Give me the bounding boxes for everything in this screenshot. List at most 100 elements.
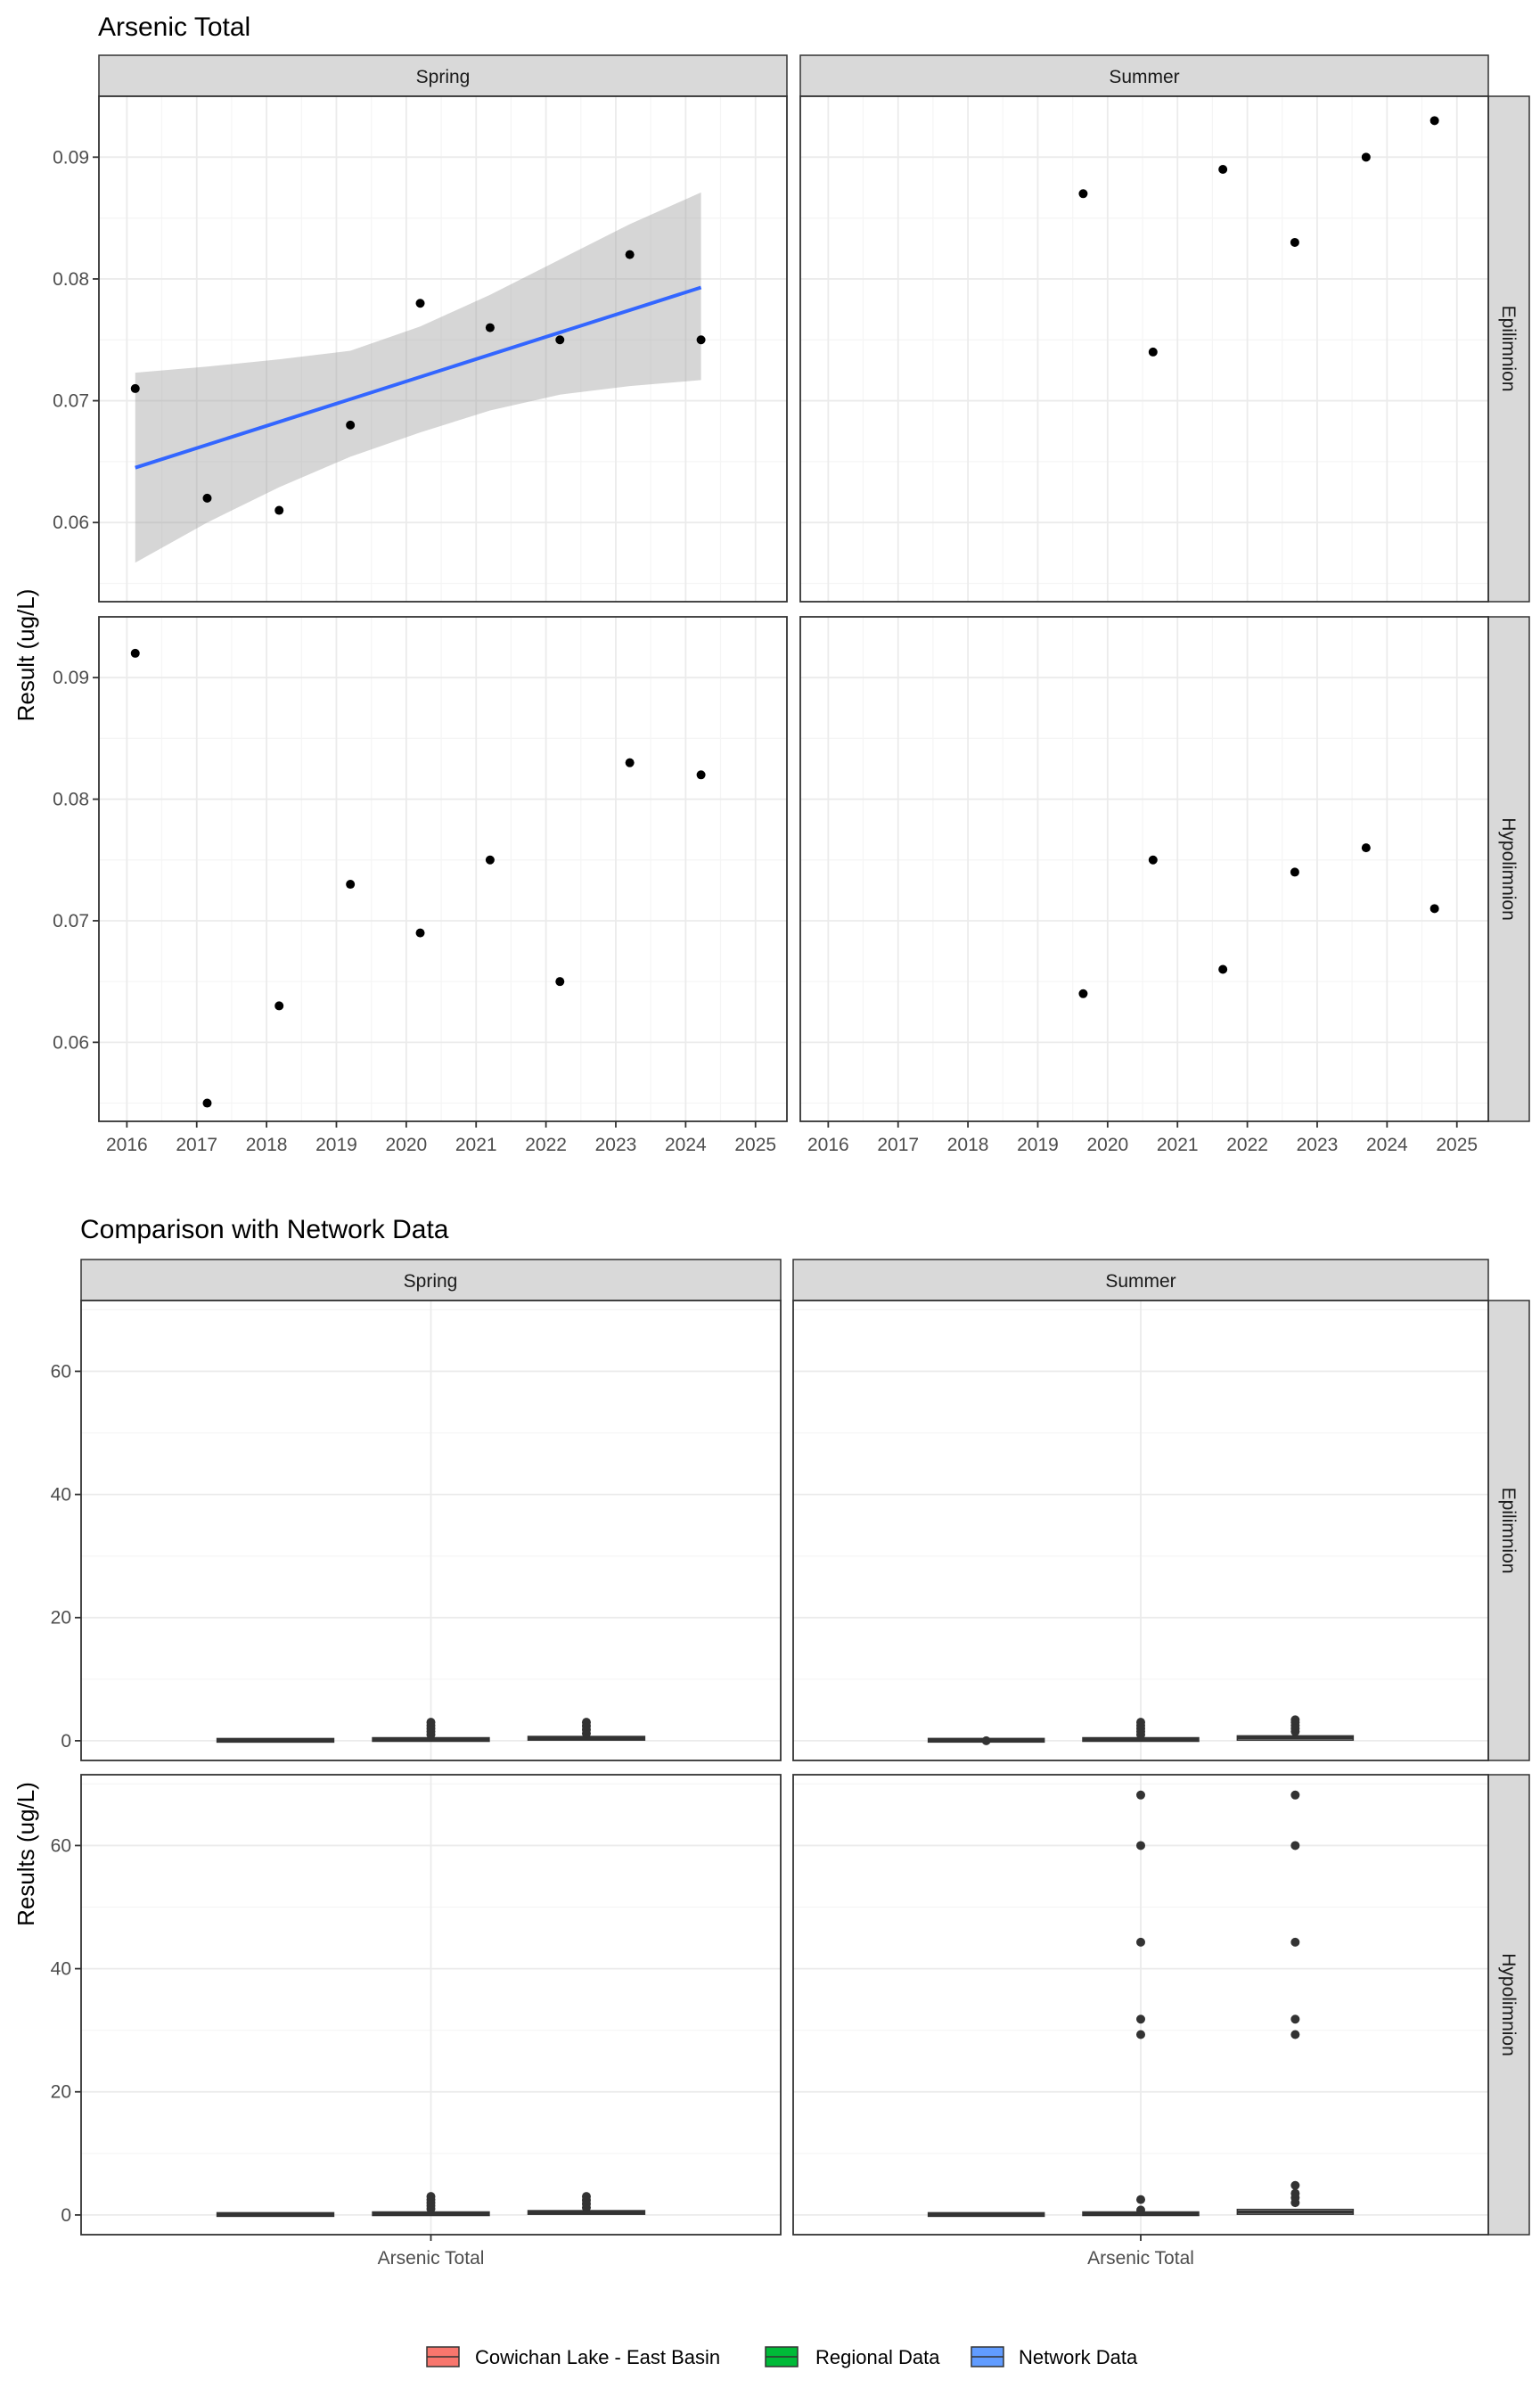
data-point: [1361, 843, 1371, 853]
chart-1-y-axis-title: Result (ug/L): [12, 589, 39, 722]
chart-2-strip-summer-label: Summer: [1105, 1271, 1175, 1292]
panel-border: [98, 616, 788, 1122]
data-point: [1148, 855, 1158, 865]
outlier-network-data: [581, 2192, 591, 2202]
x-tick-label-2022: 2022: [1226, 1135, 1268, 1155]
y-tick-label-60: 60: [51, 1361, 71, 1382]
data-point: [274, 505, 284, 515]
x-tick-label-2023: 2023: [595, 1135, 637, 1155]
y-tick-label-0: 0: [61, 1731, 71, 1752]
data-point: [625, 758, 635, 767]
panel-background: [99, 617, 787, 1121]
chart-1-strip-summer-label: Summer: [1109, 67, 1179, 87]
data-point: [485, 323, 495, 332]
data-point: [1361, 152, 1371, 162]
data-point: [696, 335, 706, 345]
outlier-regional-data: [1136, 1841, 1145, 1850]
chart-1-row-strips: Epilimnion Hypolimnion: [1487, 95, 1530, 1122]
data-point: [202, 1098, 212, 1108]
chart-2-strip-spring-label: Spring: [404, 1271, 458, 1292]
data-point: [1218, 164, 1228, 174]
panel-background: [99, 96, 787, 602]
chart-2-panel-spring-epilimnion: [80, 1300, 782, 1761]
outlier-network-data: [1290, 2188, 1300, 2198]
legend-label-regional: Regional Data: [815, 2346, 940, 2368]
x-tick-label-2020: 2020: [1086, 1135, 1128, 1155]
chart-1-strip-spring: [98, 54, 788, 97]
chart-1-strip-hypolimnion: [1487, 616, 1530, 1122]
y-tick-label-0-08: 0.08: [53, 790, 89, 810]
chart-2-panel-summer-hypolimnion: [792, 1774, 1489, 2236]
outlier-regional-data: [426, 2192, 436, 2202]
chart-2-y-axis-ticks: 0 20 40 60 0 20 40 60: [51, 1361, 81, 2226]
data-point: [346, 880, 356, 890]
chart-1-strip-epilimnion-label: Epilimnion: [1498, 306, 1519, 392]
x-tick-label-2022: 2022: [525, 1135, 567, 1155]
x-tick-label-2017: 2017: [176, 1135, 217, 1155]
chart-2-strip-spring: [80, 1259, 782, 1301]
outlier-regional-data: [1136, 1937, 1145, 1947]
outlier-regional-data: [1136, 2195, 1145, 2204]
legend: Cowichan Lake - East Basin Regional Data…: [426, 2346, 1138, 2368]
outlier-network-data: [1290, 2014, 1300, 2024]
data-point: [1148, 347, 1158, 357]
chart-1-panel-summer-epilimnion: [799, 95, 1489, 603]
legend-item-network: Network Data: [971, 2346, 1138, 2368]
outlier-network-data: [581, 1718, 591, 1727]
outlier-network-data: [1290, 1790, 1300, 1800]
legend-label-network: Network Data: [1019, 2346, 1138, 2368]
data-point: [1078, 989, 1088, 998]
x-tick-label-2020: 2020: [385, 1135, 427, 1155]
y-tick-label-40: 40: [51, 1485, 71, 1506]
chart-1-x-axis-ticks: 2016 2017 2018 2019 2020 2021 2022 2023 2024 2025…: [106, 1121, 1478, 1155]
chart-2-strip-summer: [792, 1259, 1489, 1301]
x-tick-label-2021: 2021: [1157, 1135, 1199, 1155]
data-point: [625, 250, 635, 259]
y-tick-label-60: 60: [51, 1835, 71, 1856]
data-point: [485, 855, 495, 865]
data-point: [346, 420, 356, 430]
y-tick-label-0-06: 0.06: [53, 513, 89, 533]
x-tick-label-2016: 2016: [807, 1135, 849, 1155]
y-tick-label-0-08: 0.08: [53, 269, 89, 290]
data-point: [274, 1001, 284, 1011]
data-point: [202, 493, 212, 503]
chart-1-panel-spring-hypolimnion: [98, 616, 788, 1122]
data-point: [130, 648, 140, 658]
chart-1-panel-summer-hypolimnion: [799, 616, 1489, 1122]
y-tick-label-20: 20: [51, 2082, 71, 2103]
chart-1-strip-summer: [799, 54, 1489, 97]
chart-2-title: Comparison with Network Data: [80, 1215, 449, 1244]
panel-border: [799, 616, 1489, 1122]
chart-2-strip-epilimnion-label: Epilimnion: [1498, 1488, 1519, 1574]
x-tick-label-arsenic-total: Arsenic Total: [378, 2248, 485, 2269]
data-point: [1429, 904, 1439, 914]
data-point: [1290, 237, 1299, 247]
legend-item-regional: Regional Data: [765, 2346, 940, 2368]
data-point: [696, 770, 706, 780]
data-point: [130, 383, 140, 393]
data-point: [555, 335, 565, 345]
legend-item-cowichan: Cowichan Lake - East Basin: [426, 2346, 720, 2368]
chart-comparison-network: Comparison with Network Data Results (ug…: [12, 1215, 1530, 2269]
outlier-regional-data: [1136, 1718, 1145, 1727]
chart-2-x-axis-ticks: Arsenic Total Arsenic Total: [378, 2235, 1194, 2269]
chart-arsenic-total: Arsenic Total Result (ug/L) Spring Summe…: [12, 12, 1530, 1155]
data-point: [1290, 867, 1299, 877]
panel-border: [799, 95, 1489, 603]
panel-border: [792, 1300, 1489, 1761]
panel-border: [80, 1300, 782, 1761]
chart-1-column-strips: Spring Summer: [98, 54, 1489, 97]
x-tick-label-2025: 2025: [734, 1135, 776, 1155]
outlier-network-data: [1290, 1715, 1300, 1725]
panel-border: [98, 95, 788, 603]
x-tick-label-2023: 2023: [1297, 1135, 1339, 1155]
trend-line: [135, 285, 702, 470]
outlier-cowichan-lake-east-basin: [981, 1735, 991, 1745]
chart-2-y-axis-title: Results (ug/L): [12, 1782, 39, 1926]
x-tick-label-2019: 2019: [315, 1135, 357, 1155]
chart-2-strip-epilimnion: [1487, 1300, 1530, 1761]
chart-2-row-strips: Epilimnion Hypolimnion: [1487, 1300, 1530, 2236]
outlier-network-data: [1290, 1841, 1300, 1850]
outlier-regional-data: [426, 1718, 436, 1727]
